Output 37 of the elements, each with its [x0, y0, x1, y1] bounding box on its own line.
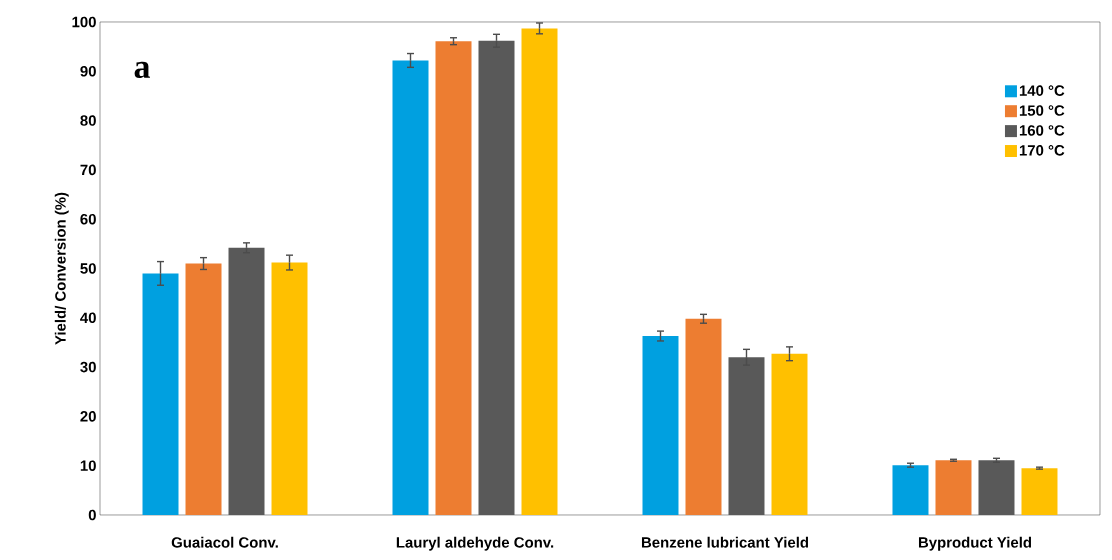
- x-tick-label: Benzene lubricant Yield: [641, 536, 809, 548]
- legend-label: 150 °C: [1019, 105, 1065, 116]
- y-tick-label: 10: [80, 460, 96, 471]
- bar: [228, 247, 265, 515]
- y-tick-label: 60: [80, 213, 96, 225]
- legend-label: 160 °C: [1019, 125, 1065, 136]
- bar: [271, 262, 308, 515]
- x-tick-label: Byproduct Yield: [918, 536, 1032, 551]
- y-tick-label: 100: [72, 16, 96, 28]
- bar: [771, 353, 808, 515]
- y-tick-label: 40: [80, 312, 96, 324]
- bar: [978, 460, 1015, 515]
- bar: [185, 263, 222, 515]
- y-axis-title: Yield/ Conversion (%): [54, 192, 69, 345]
- bar: [685, 318, 722, 515]
- bar: [728, 357, 765, 515]
- bar: [435, 41, 472, 515]
- bar: [478, 40, 515, 515]
- bar: [142, 273, 179, 515]
- annotation: a: [134, 61, 150, 79]
- bar: [892, 465, 929, 515]
- x-tick-label: Guaiacol Conv.: [171, 536, 278, 548]
- y-tick-label: 30: [80, 361, 96, 373]
- bar: [1021, 468, 1058, 515]
- bar: [392, 60, 429, 515]
- y-tick-label: 50: [80, 263, 96, 274]
- y-tick-label: 70: [80, 164, 96, 176]
- legend-label: 140 °C: [1019, 85, 1065, 96]
- y-tick-label: 20: [80, 411, 96, 422]
- bar: [521, 28, 558, 515]
- bar: [935, 460, 972, 515]
- y-tick-label: 80: [80, 115, 96, 126]
- y-tick-label: 0: [88, 509, 96, 521]
- legend-label: 170 °C: [1019, 145, 1065, 156]
- x-tick-label: Lauryl aldehyde Conv.: [396, 536, 554, 551]
- bar: [642, 336, 679, 515]
- y-tick-label: 90: [80, 65, 96, 77]
